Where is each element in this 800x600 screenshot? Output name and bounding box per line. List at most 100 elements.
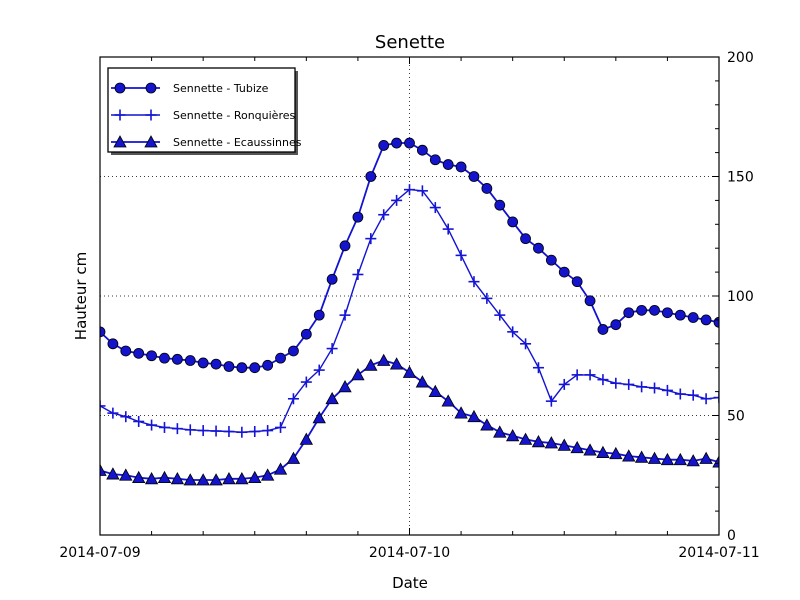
triangle-marker bbox=[183, 473, 197, 486]
circle-marker bbox=[494, 199, 506, 211]
triangle-marker bbox=[119, 468, 133, 481]
triangle-marker bbox=[364, 358, 378, 371]
circle-marker bbox=[687, 312, 699, 323]
triangle-marker bbox=[106, 467, 120, 480]
triangle-marker bbox=[299, 432, 314, 445]
triangle-marker bbox=[113, 135, 127, 148]
triangle-marker bbox=[428, 384, 442, 398]
triangle-marker bbox=[144, 471, 159, 485]
circle-marker bbox=[533, 242, 544, 254]
circle-marker bbox=[326, 273, 338, 285]
triangle-marker bbox=[351, 368, 365, 381]
x-tick-label: 2014-07-10 bbox=[369, 545, 450, 561]
circle-marker bbox=[455, 161, 467, 173]
triangle-marker bbox=[557, 438, 571, 451]
circle-marker bbox=[146, 350, 157, 362]
circle-marker bbox=[107, 338, 119, 350]
circle-marker bbox=[339, 240, 351, 252]
circle-marker bbox=[507, 216, 519, 228]
y-tick-labels: 0 50 100 150 200 bbox=[727, 50, 754, 544]
circle-marker bbox=[442, 159, 454, 170]
x-tick-labels: 2014-07-09 2014-07-10 2014-07-11 bbox=[59, 545, 759, 561]
triangle-marker bbox=[596, 445, 610, 458]
triangle-marker bbox=[286, 451, 301, 464]
circle-marker bbox=[133, 347, 145, 359]
triangle-marker bbox=[544, 436, 559, 449]
y-tick-label: 50 bbox=[727, 409, 745, 425]
circle-marker bbox=[623, 307, 635, 319]
triangle-marker bbox=[609, 446, 623, 460]
triangle-marker bbox=[660, 452, 675, 466]
triangle-marker bbox=[493, 425, 507, 438]
circle-marker bbox=[378, 140, 390, 151]
circle-marker bbox=[404, 137, 415, 149]
circle-marker bbox=[584, 295, 596, 307]
circle-marker bbox=[571, 276, 583, 288]
triangle-marker bbox=[686, 454, 700, 467]
circle-marker bbox=[120, 345, 132, 357]
legend-label: Sennette - Ecaussinnes bbox=[173, 136, 302, 149]
triangle-marker bbox=[312, 411, 326, 424]
triangle-marker bbox=[583, 443, 597, 456]
x-tick-label: 2014-07-09 bbox=[59, 545, 140, 561]
circle-marker bbox=[700, 314, 712, 326]
triangle-marker bbox=[647, 451, 662, 464]
legend-entry: Sennette - Ronquières bbox=[111, 109, 295, 122]
triangle-marker bbox=[338, 379, 352, 393]
triangle-marker bbox=[531, 434, 546, 448]
circle-marker bbox=[184, 355, 196, 366]
circle-marker bbox=[365, 171, 377, 182]
legend-box bbox=[107, 67, 296, 153]
circle-marker bbox=[197, 357, 209, 369]
triangle-marker bbox=[673, 452, 687, 466]
chart-title: Senette bbox=[375, 32, 445, 53]
y-tick-label: 100 bbox=[727, 289, 754, 305]
triangle-marker bbox=[480, 418, 494, 431]
triangle-marker bbox=[222, 471, 236, 485]
triangle-marker bbox=[467, 409, 481, 423]
triangle-marker bbox=[170, 471, 185, 485]
circle-marker bbox=[636, 304, 648, 316]
circle-marker bbox=[545, 254, 557, 266]
circle-marker bbox=[210, 358, 222, 370]
series-line bbox=[99, 359, 720, 481]
series-group bbox=[99, 137, 720, 486]
triangle-marker bbox=[132, 470, 146, 484]
series-triangle bbox=[99, 353, 720, 486]
triangle-marker bbox=[389, 357, 404, 370]
circle-marker bbox=[145, 82, 157, 94]
circle-marker bbox=[597, 324, 609, 335]
triangle-marker bbox=[157, 470, 172, 484]
circle-marker bbox=[300, 328, 312, 340]
circle-marker bbox=[662, 307, 673, 319]
triangle-marker bbox=[235, 471, 249, 485]
circle-marker bbox=[159, 352, 170, 364]
x-tick-label: 2014-07-11 bbox=[678, 545, 759, 561]
circle-marker bbox=[249, 362, 261, 374]
y-tick-label: 0 bbox=[727, 528, 736, 544]
y-tick-label: 200 bbox=[727, 50, 754, 66]
triangle-marker bbox=[273, 462, 288, 475]
circle-marker bbox=[520, 233, 531, 245]
triangle-marker bbox=[441, 394, 455, 407]
circle-marker bbox=[481, 183, 493, 194]
series-circle bbox=[99, 137, 720, 374]
circle-marker bbox=[171, 353, 183, 365]
circle-marker bbox=[416, 144, 428, 156]
triangle-marker bbox=[260, 468, 275, 481]
circle-marker bbox=[313, 309, 325, 321]
triangle-marker bbox=[248, 470, 262, 484]
circle-marker bbox=[223, 361, 235, 372]
legend-entry: Sennette - Tubize bbox=[111, 82, 269, 95]
triangle-marker bbox=[209, 473, 223, 486]
triangle-marker bbox=[325, 391, 339, 405]
circle-marker bbox=[429, 154, 441, 166]
legend-entry: Sennette - Ecaussinnes bbox=[111, 135, 302, 149]
triangle-marker bbox=[454, 406, 468, 419]
circle-marker bbox=[468, 171, 480, 182]
x-axis-label: Date bbox=[392, 574, 428, 592]
triangle-marker bbox=[634, 450, 649, 463]
triangle-marker bbox=[699, 451, 713, 464]
